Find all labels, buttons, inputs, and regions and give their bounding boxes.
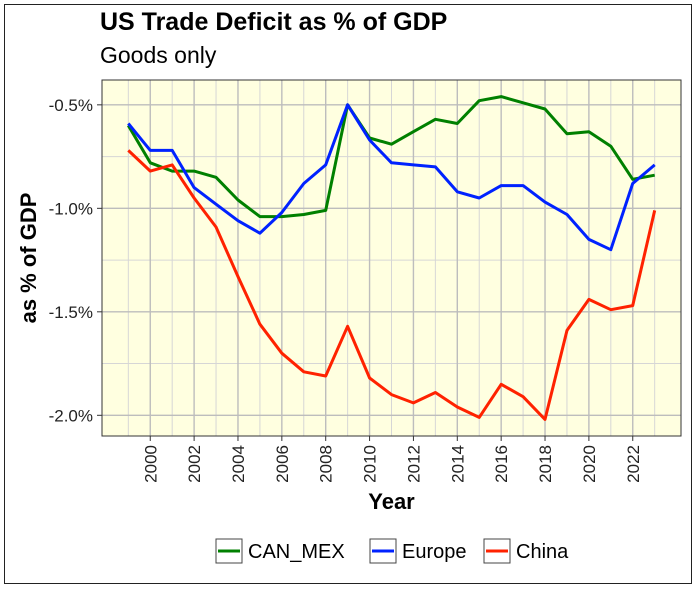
- x-tick-label: 2022: [624, 445, 643, 483]
- y-tick-label: -1.0%: [49, 199, 93, 218]
- y-tick-label: -0.5%: [49, 96, 93, 115]
- series-line-europe: [127, 103, 656, 252]
- legend-label: China: [516, 541, 569, 563]
- x-axis-title: Year: [368, 489, 415, 514]
- series-line-china: [127, 149, 657, 421]
- x-tick-label: 2006: [273, 445, 292, 483]
- y-tick-label: -2.0%: [49, 406, 93, 425]
- y-axis: -2.0% -1.5% -1.0% -0.5%: [49, 96, 102, 425]
- y-axis-title: as % of GDP: [16, 193, 41, 324]
- major-gridlines: [102, 80, 681, 436]
- x-tick-label: 2002: [185, 445, 204, 483]
- plot-border: [101, 79, 682, 437]
- chart-title: US Trade Deficit as % of GDP: [100, 8, 448, 36]
- x-tick-label: 2008: [317, 445, 336, 483]
- legend-label: CAN_MEX: [248, 541, 345, 563]
- chart-subtitle: Goods only: [100, 42, 217, 68]
- x-tick-label: 2000: [141, 445, 160, 483]
- y-tick-label: -1.5%: [49, 303, 93, 322]
- legend-label: Europe: [402, 541, 467, 563]
- legend: CAN_MEX Europe China: [215, 538, 569, 564]
- x-tick-label: 2010: [361, 445, 380, 483]
- series-lines: [127, 95, 657, 421]
- x-tick-label: 2004: [229, 445, 248, 483]
- x-axis: 2000 2002 2004 2006 2008 2010 2012 2014 2016 2018…: [141, 436, 643, 483]
- series-line-can_mex: [127, 95, 655, 219]
- x-tick-label: 2020: [580, 445, 599, 483]
- x-tick-label: 2012: [404, 445, 423, 483]
- x-tick-label: 2014: [448, 445, 467, 483]
- x-tick-label: 2016: [492, 445, 511, 483]
- minor-gridlines: [102, 80, 681, 436]
- x-tick-label: 2018: [536, 445, 555, 483]
